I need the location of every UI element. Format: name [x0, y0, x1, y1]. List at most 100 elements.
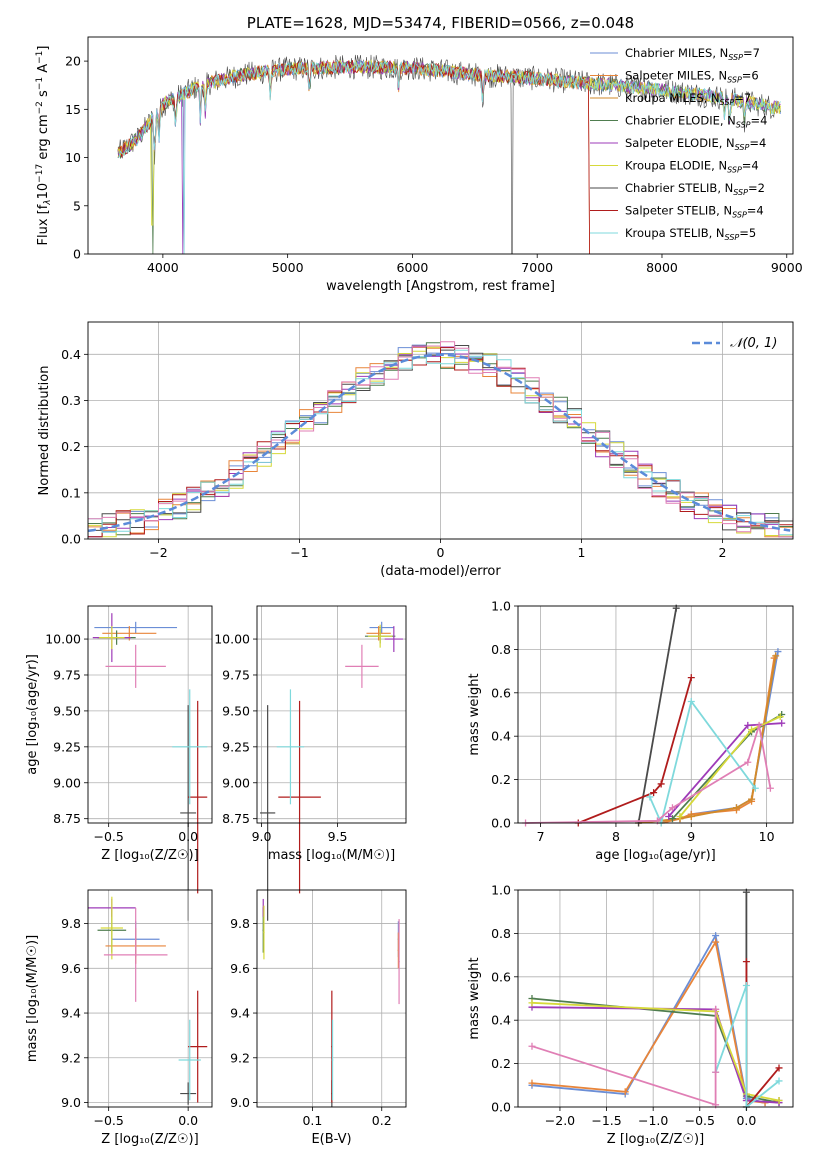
y-tick-label: 5	[73, 198, 81, 213]
point-marker	[657, 780, 665, 788]
series-line	[531, 1009, 717, 1107]
x-tick-label: 1	[578, 545, 586, 560]
data-point	[260, 705, 276, 921]
point-marker	[712, 932, 720, 940]
y-tick-label: 9.4	[61, 1006, 81, 1021]
point-marker	[732, 804, 740, 812]
x-tick-label: 7	[537, 829, 545, 844]
series-line	[531, 1001, 780, 1102]
mass-vs-Z-points	[88, 896, 208, 1105]
point-marker	[621, 1088, 629, 1096]
point-marker	[742, 981, 750, 989]
y-tick-label: 8.75	[53, 811, 81, 826]
mass-weight-series	[635, 604, 680, 827]
mass-vs-EBV-frame	[256, 889, 407, 1108]
data-point	[276, 689, 305, 805]
series-line	[714, 985, 780, 1109]
x-tick-label: −0.5	[93, 1113, 123, 1128]
series-line	[648, 699, 757, 826]
point-marker	[712, 1068, 720, 1076]
legend-entry: Chabrier ELODIE, NSSP=4	[625, 114, 767, 130]
data-point	[103, 907, 168, 1002]
mass-weight-series	[574, 674, 695, 827]
massweight-vs-Z-lines	[528, 888, 783, 1111]
data-point	[178, 1019, 201, 1101]
y-tick-label: 9.8	[230, 916, 250, 931]
data-point	[180, 705, 197, 921]
y-tick-label: 9.50	[222, 703, 250, 718]
point-marker	[751, 784, 759, 792]
x-tick-label: 0.1	[302, 1113, 322, 1128]
x-tick-label: 10	[759, 829, 775, 844]
x-tick-label: 9	[687, 829, 695, 844]
y-tick-label: 0.0	[491, 1100, 511, 1115]
y-tick-label: 0.6	[491, 969, 511, 984]
x-tick-label: 0.0	[178, 829, 198, 844]
mass-weight-series	[665, 719, 786, 820]
data-point	[278, 700, 321, 894]
series-line	[668, 722, 782, 818]
x-tick-label: 4000	[147, 260, 179, 275]
x-tick-label: −0.5	[93, 829, 123, 844]
y-tick-label: 9.50	[53, 703, 81, 718]
data-point	[94, 621, 178, 634]
point-marker	[668, 804, 676, 812]
point-marker	[748, 795, 756, 803]
y-tick-label: 0.2	[491, 772, 511, 787]
histogram-series	[88, 341, 793, 538]
legend-entry: 𝒩(0, 1)	[730, 336, 777, 351]
legend-entry: Salpeter ELODIE, NSSP=4	[625, 136, 766, 152]
spectrum-series-line	[117, 60, 781, 254]
data-point	[102, 626, 157, 641]
y-tick-label: 9.25	[222, 739, 250, 754]
point-marker	[766, 784, 774, 792]
point-marker	[778, 719, 786, 727]
y-tick-label: 9.4	[230, 1006, 250, 1021]
x-tick-label: 8000	[646, 260, 678, 275]
mass-weight-series	[522, 721, 774, 827]
x-tick-label: 9.0	[252, 829, 272, 844]
x-tick-label: 9.5	[328, 829, 348, 844]
y-tick-label: 9.75	[53, 667, 81, 682]
data-point	[331, 1019, 334, 1101]
x-axis-label: Z [log₁₀(Z/Z☉)]	[101, 1132, 198, 1147]
x-tick-label: −1	[290, 545, 308, 560]
x-tick-label: 0.2	[372, 1113, 392, 1128]
x-tick-label: −2	[149, 545, 167, 560]
series-line	[525, 725, 772, 824]
x-tick-label: −0.5	[685, 1113, 715, 1128]
x-axis-label: mass [log₁₀(M/M☉)]	[268, 848, 395, 863]
x-tick-label: −1.0	[638, 1113, 668, 1128]
data-point	[188, 990, 208, 1103]
x-tick-label: 7000	[521, 260, 553, 275]
point-marker	[528, 999, 536, 1007]
y-tick-label: 0.2	[491, 1056, 511, 1071]
y-tick-label: 9.2	[61, 1050, 81, 1065]
data-point	[369, 621, 394, 634]
point-marker	[774, 648, 782, 656]
mass-weight-series	[742, 958, 783, 1111]
y-tick-label: 9.6	[61, 961, 81, 976]
mass-weight-series	[528, 938, 783, 1107]
y-axis-label: Flux [fλ10−17 erg cm−2 s−1 A−1]	[35, 46, 53, 246]
x-axis-label: Z [log₁₀(Z/Z☉)]	[607, 1132, 704, 1147]
y-tick-label: 0.3	[61, 393, 81, 408]
x-tick-label: 2	[719, 545, 727, 560]
x-axis-label: age [log₁₀(age/yr)]	[595, 848, 716, 863]
mass-vs-Z-frame	[87, 889, 213, 1108]
age-vs-Z-frame	[87, 605, 213, 824]
y-tick-label: 10.00	[214, 632, 250, 647]
y-tick-label: 1.0	[491, 883, 511, 898]
y-tick-label: 0.0	[61, 532, 81, 547]
point-marker	[744, 721, 752, 729]
y-tick-label: 9.6	[230, 961, 250, 976]
x-axis-label: E(B-V)	[311, 1132, 351, 1147]
point-marker	[775, 1064, 783, 1072]
y-tick-label: 0.4	[491, 729, 511, 744]
y-axis-label: mass [log₁₀(M/M☉)]	[25, 935, 40, 1062]
point-marker	[776, 713, 784, 721]
y-axis-label: mass weight	[467, 957, 482, 1039]
point-marker	[687, 674, 695, 682]
age-vs-Z-axes	[88, 606, 212, 823]
y-axis-label: age [log₁₀(age/yr)]	[25, 654, 40, 775]
